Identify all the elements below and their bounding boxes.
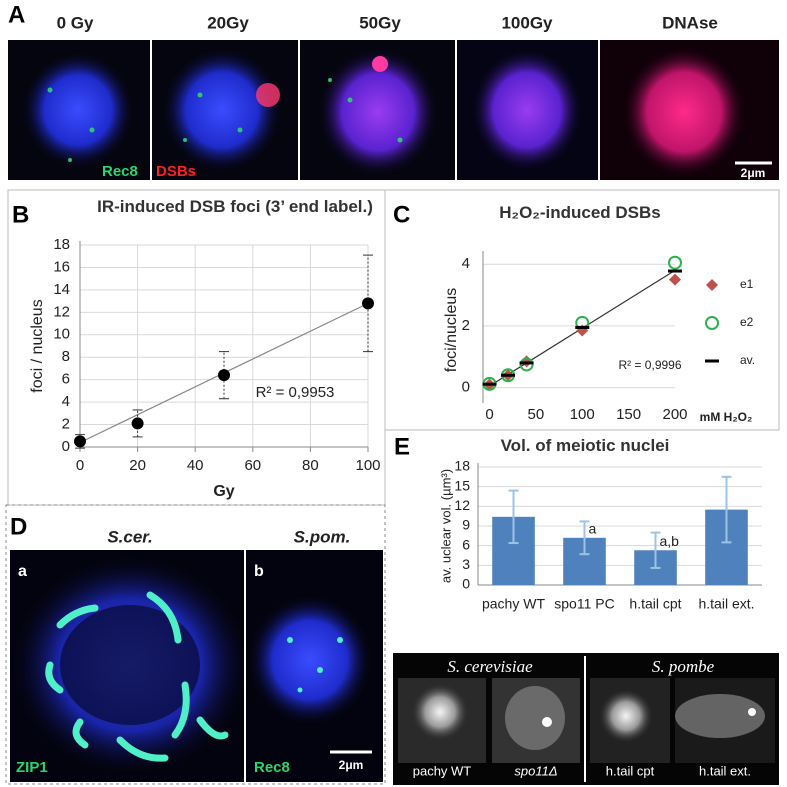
stain-label: DSBs xyxy=(156,163,196,180)
bar-annotation: a,b xyxy=(660,533,680,549)
y-tick-label: 14 xyxy=(53,281,70,298)
stain-label: Rec8 xyxy=(102,163,138,180)
legend-label: e2 xyxy=(740,315,754,329)
chart-title: Vol. of meiotic nuclei xyxy=(500,436,670,455)
y-tick-label: 2 xyxy=(462,317,470,334)
microscopy-d xyxy=(5,504,386,785)
x-axis-label: mM H₂O₂ xyxy=(700,410,753,424)
point xyxy=(362,297,374,310)
y-tick-label: 3 xyxy=(462,556,470,572)
x-tick-label: 100 xyxy=(570,406,595,423)
x-axis-label: Gy xyxy=(213,483,234,500)
y-tick-label: 8 xyxy=(62,348,70,365)
y-tick-label: 10 xyxy=(53,326,70,343)
image-label: pachy WT xyxy=(413,763,472,778)
subpanel-label: b xyxy=(254,563,264,580)
point xyxy=(74,435,86,448)
y-tick-label: 0 xyxy=(462,379,470,396)
chart-title: IR-induced DSB foci (3’ end label.) xyxy=(97,197,373,216)
x-tick-label: 0 xyxy=(76,457,84,474)
x-tick-label: pachy WT xyxy=(482,596,545,612)
annotation: R² = 0,9996 xyxy=(618,358,681,372)
y-tick-label: 0 xyxy=(62,438,70,455)
stain-label: Rec8 xyxy=(254,759,290,776)
x-tick-label: 200 xyxy=(662,406,687,423)
x-tick-label: spo11 PC xyxy=(554,596,614,612)
y-tick-label: 2 xyxy=(62,416,70,433)
point xyxy=(218,369,230,382)
bar-annotation: a xyxy=(589,521,597,537)
species-label: S. cerevisiae xyxy=(447,657,533,676)
panel-label: E xyxy=(394,433,410,460)
x-tick-label: 40 xyxy=(187,457,204,474)
y-tick-label: 4 xyxy=(462,255,470,272)
y-tick-label: 12 xyxy=(454,497,470,513)
y-axis-label: foci / nucleus xyxy=(29,299,46,392)
column-label: 100Gy xyxy=(501,13,553,32)
microscopy-e xyxy=(393,653,779,785)
x-tick-label: 60 xyxy=(244,457,261,474)
scale-label: 2μm xyxy=(339,758,364,772)
scale-label: 2μm xyxy=(741,166,766,180)
y-tick-label: 18 xyxy=(53,236,70,253)
x-tick-label: h.tail cpt xyxy=(629,596,681,612)
chart-title: H₂O₂-induced DSBs xyxy=(499,203,661,222)
y-axis-label: foci/nucleus xyxy=(443,288,460,373)
y-tick-label: 9 xyxy=(462,517,470,533)
panel-label: D xyxy=(10,513,27,540)
species-label: S. pombe xyxy=(652,657,715,676)
panel-frame xyxy=(384,189,780,431)
legend-label: e1 xyxy=(740,277,754,291)
marker xyxy=(706,279,718,291)
y-tick-label: 6 xyxy=(62,371,70,388)
image-label: h.tail cpt xyxy=(606,763,655,778)
y-axis-label: av. uclear vol. (µm³) xyxy=(438,469,453,583)
y-tick-label: 15 xyxy=(454,477,470,493)
marker xyxy=(705,316,719,330)
marker xyxy=(668,255,682,270)
x-tick-label: 20 xyxy=(129,457,146,474)
marker xyxy=(519,357,534,372)
species-label: S.cer. xyxy=(107,527,152,546)
y-tick-label: 12 xyxy=(53,303,70,320)
y-tick-label: 4 xyxy=(62,393,70,410)
marker xyxy=(669,273,681,286)
x-tick-label: 0 xyxy=(485,406,493,423)
point xyxy=(131,417,144,430)
annotation: R² = 0,9953 xyxy=(256,384,335,401)
panel-label: A xyxy=(8,1,25,28)
stain-label: ZIP1 xyxy=(16,759,48,776)
column-label: DNAse xyxy=(662,13,718,32)
microscopy-row xyxy=(8,40,779,180)
legend-label: av. xyxy=(740,353,755,367)
x-tick-label: 100 xyxy=(355,457,380,474)
y-tick-label: 16 xyxy=(53,258,70,275)
column-label: 20Gy xyxy=(207,13,249,32)
subpanel-label: a xyxy=(18,563,27,580)
y-tick-label: 6 xyxy=(462,536,470,552)
x-tick-label: 150 xyxy=(616,406,641,423)
species-label: S.pom. xyxy=(294,527,351,546)
panel-label: B xyxy=(12,201,29,228)
column-label: 50Gy xyxy=(359,13,401,32)
panel-label: C xyxy=(393,201,410,228)
x-tick-label: 80 xyxy=(302,457,319,474)
y-tick-label: 18 xyxy=(454,458,470,474)
x-tick-label: h.tail ext. xyxy=(698,596,754,612)
image-label: h.tail ext. xyxy=(699,763,751,778)
column-label: 0 Gy xyxy=(57,13,94,32)
x-tick-label: 50 xyxy=(528,406,545,423)
y-tick-label: 0 xyxy=(462,576,470,592)
image-label: spo11Δ xyxy=(514,763,557,778)
